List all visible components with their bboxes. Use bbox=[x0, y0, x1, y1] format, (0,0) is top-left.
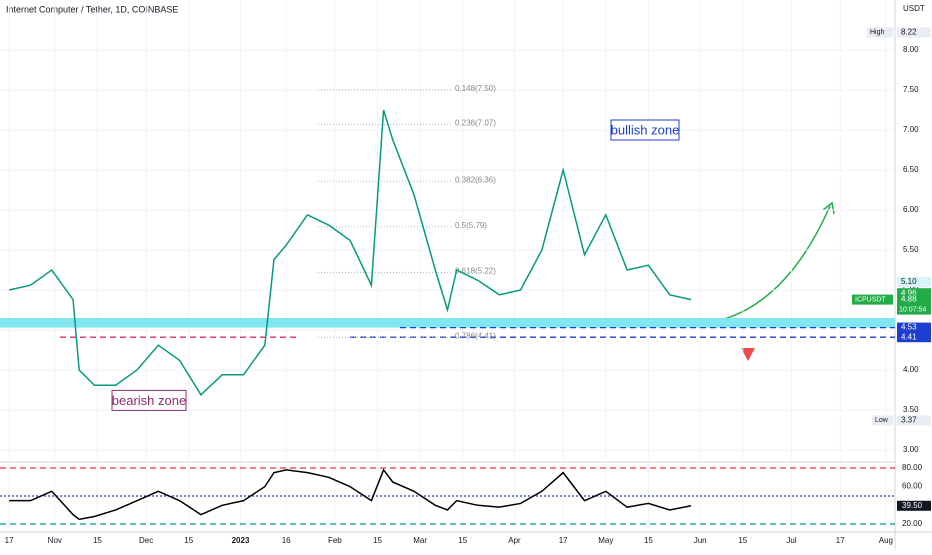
price-name-box bbox=[867, 27, 893, 38]
price-label: 3.37 bbox=[901, 416, 917, 425]
fib-label: 0.148(7.50) bbox=[455, 84, 496, 93]
x-tick-label: Jul bbox=[786, 536, 796, 545]
price-label: 4.53 bbox=[901, 323, 917, 332]
price-label: 4.96 bbox=[901, 288, 917, 297]
x-tick-label: 15 bbox=[644, 536, 653, 545]
price-name: High bbox=[870, 29, 885, 36]
rsi-tick-label: 20.00 bbox=[902, 519, 923, 528]
rsi-value-box bbox=[897, 500, 931, 511]
x-tick-label: Aug bbox=[879, 536, 893, 545]
y-tick-label: 4.00 bbox=[903, 365, 919, 374]
x-tick-label: Feb bbox=[328, 536, 342, 545]
y-tick-label: 3.50 bbox=[903, 405, 919, 414]
x-tick-label: 16 bbox=[282, 536, 291, 545]
price-name: Low bbox=[875, 417, 889, 424]
price-label: 4.88 bbox=[901, 295, 917, 304]
x-tick-label: 15 bbox=[184, 536, 193, 545]
y-tick-label: 7.50 bbox=[903, 85, 919, 94]
series-line bbox=[9, 468, 692, 521]
price-label-box bbox=[897, 288, 931, 299]
price-label: 5.10 bbox=[901, 277, 917, 286]
x-tick-label: Dec bbox=[139, 536, 153, 545]
chart-title: Internet Computer / Tether, 1D, COINBASE bbox=[6, 4, 178, 14]
y-tick-label: 8.00 bbox=[903, 45, 919, 54]
x-tick-label: 17 bbox=[5, 536, 14, 545]
y-tick-label: 6.00 bbox=[903, 205, 919, 214]
x-tick-label: 2023 bbox=[232, 536, 250, 545]
fib-label: 0.618(5.22) bbox=[455, 267, 496, 276]
support-zone bbox=[0, 318, 895, 328]
price-label-box bbox=[897, 332, 931, 343]
price-name-box bbox=[852, 294, 893, 305]
x-tick-label: 17 bbox=[836, 536, 845, 545]
y-tick-label: 5.50 bbox=[903, 245, 919, 254]
price-label: 8.22 bbox=[901, 28, 917, 37]
x-tick-label: 15 bbox=[738, 536, 747, 545]
y-tick-label: 6.50 bbox=[903, 165, 919, 174]
fib-label: 0.786(4.41) bbox=[455, 331, 496, 340]
price-label-box bbox=[897, 415, 931, 426]
annotation-text: bearish zone bbox=[112, 393, 186, 408]
annotation-text: bullish zone bbox=[611, 122, 680, 137]
x-tick-label: 15 bbox=[373, 536, 382, 545]
y-tick-label: 7.00 bbox=[903, 125, 919, 134]
x-tick-label: Apr bbox=[508, 536, 521, 545]
x-tick-label: Mar bbox=[413, 536, 427, 545]
x-tick-label: 17 bbox=[559, 536, 568, 545]
y-tick-label: 3.00 bbox=[903, 445, 919, 454]
price-name: ICPUSDT bbox=[855, 296, 886, 303]
fib-label: 0.236(7.07) bbox=[455, 119, 496, 128]
rsi-tick-label: 60.00 bbox=[902, 482, 923, 491]
x-tick-label: 15 bbox=[93, 536, 102, 545]
fib-label: 0.382(6.36) bbox=[455, 175, 496, 184]
annotation-box bbox=[610, 119, 680, 141]
fib-label: 0.5(5.79) bbox=[455, 221, 487, 230]
x-tick-label: Jun bbox=[694, 536, 707, 545]
countdown-label: 10:07:54 bbox=[899, 306, 926, 313]
x-tick-label: May bbox=[598, 536, 613, 545]
annotation-box bbox=[111, 389, 187, 411]
price-label-box bbox=[897, 277, 931, 287]
rsi-value-label: 39.50 bbox=[902, 501, 923, 510]
down-marker bbox=[741, 348, 755, 361]
rsi-tick-label: 80.00 bbox=[902, 463, 923, 472]
price-label-box bbox=[897, 322, 931, 333]
x-tick-label: 15 bbox=[458, 536, 467, 545]
price-label-box bbox=[897, 294, 931, 315]
x-tick-label: Nov bbox=[48, 536, 62, 545]
price-name-box bbox=[872, 415, 893, 426]
price-label: 4.41 bbox=[901, 332, 917, 341]
price-label-box bbox=[897, 27, 931, 38]
unit-label: USDT bbox=[903, 4, 925, 13]
series-line bbox=[8, 109, 692, 396]
